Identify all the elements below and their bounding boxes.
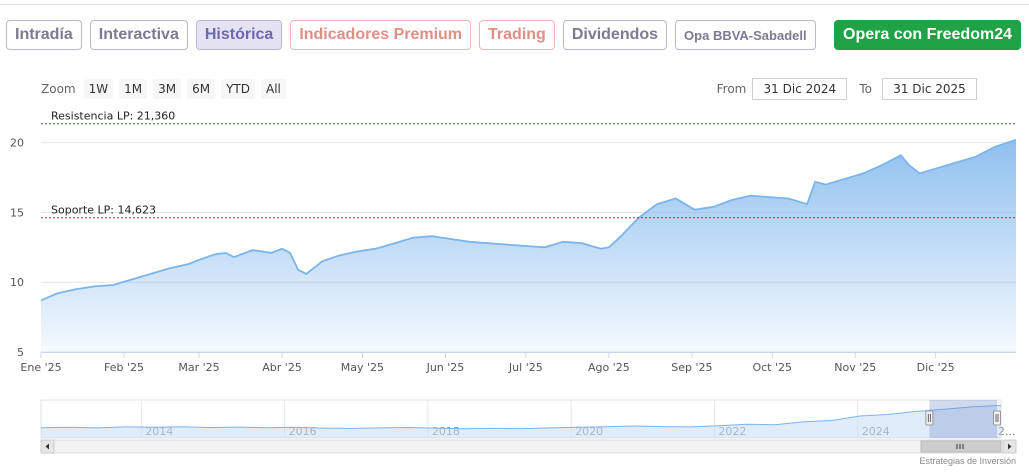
from-label: From bbox=[716, 81, 747, 96]
x-tick-label-11: Dic '25 bbox=[917, 361, 955, 374]
to-date-input[interactable] bbox=[882, 77, 977, 100]
x-tick-label-10: Nov '25 bbox=[834, 361, 876, 374]
scrollbar-track[interactable] bbox=[40, 439, 1017, 454]
y-tick-label-1: 10 bbox=[10, 276, 24, 289]
scrollbar-thumb[interactable] bbox=[920, 440, 1002, 453]
navigator-line bbox=[40, 404, 1002, 430]
zoom-button-3[interactable]: 6M bbox=[187, 79, 216, 99]
y-tick-label-2: 15 bbox=[10, 206, 24, 219]
zoom-button-5[interactable]: All bbox=[261, 79, 286, 99]
x-tick-label-1: Feb '25 bbox=[104, 361, 144, 374]
chart-tabs: Intradía Interactiva Histórica Indicadores … bbox=[6, 20, 1021, 50]
tab-1[interactable]: Interactiva bbox=[89, 20, 188, 50]
tab-3[interactable]: Indicadores Premium bbox=[290, 20, 472, 50]
zoom-label: Zoom bbox=[41, 82, 76, 96]
credit-text: Estrategias de Inversión bbox=[919, 456, 1016, 466]
tab-2[interactable]: Histórica bbox=[195, 20, 283, 50]
tab-6[interactable]: Opa BBVA-Sabadell bbox=[675, 20, 816, 50]
zoom-controls: Zoom 1W 1M 3M 6M YTD All bbox=[41, 78, 286, 100]
tab-7[interactable]: Opera con Freedom24 bbox=[834, 20, 1021, 50]
y-tick-label-3: 20 bbox=[10, 137, 24, 150]
annotation-label-0: Resistencia LP: 21,360 bbox=[51, 110, 175, 123]
zoom-button-1[interactable]: 1M bbox=[119, 79, 148, 99]
top-divider bbox=[0, 4, 1029, 5]
scrollbar-left-arrow-icon bbox=[45, 443, 49, 450]
navigator-year-label-6: 2... bbox=[998, 425, 1016, 438]
navigator-selection[interactable] bbox=[929, 400, 997, 438]
to-label: To bbox=[859, 81, 872, 96]
x-tick-label-9: Oct '25 bbox=[752, 361, 792, 374]
zoom-button-group: 1W 1M 3M 6M YTD All bbox=[83, 79, 286, 99]
zoom-button-0[interactable]: 1W bbox=[83, 79, 114, 99]
price-area bbox=[41, 139, 1016, 352]
x-tick-label-5: Jun '25 bbox=[426, 361, 465, 374]
zoom-button-2[interactable]: 3M bbox=[153, 79, 182, 99]
x-tick-label-4: May '25 bbox=[341, 361, 384, 374]
tab-5[interactable]: Dividendos bbox=[562, 20, 668, 50]
x-tick-label-0: Ene '25 bbox=[20, 361, 61, 374]
navigator-handle-0[interactable] bbox=[925, 410, 934, 426]
x-tick-label-2: Mar '25 bbox=[178, 361, 219, 374]
from-date-input[interactable] bbox=[752, 77, 848, 100]
zoom-button-4[interactable]: YTD bbox=[221, 79, 255, 99]
x-tick-label-7: Ago '25 bbox=[588, 361, 630, 374]
x-tick-label-6: Jul '25 bbox=[508, 361, 543, 374]
price-line bbox=[40, 139, 1017, 302]
y-tick-label-0: 5 bbox=[17, 346, 24, 359]
x-tick-label-3: Abr '25 bbox=[262, 361, 302, 374]
date-range: From To bbox=[717, 77, 977, 100]
scrollbar-right-arrow-icon bbox=[1008, 443, 1012, 450]
x-tick-label-8: Sep '25 bbox=[671, 361, 712, 374]
navigator-handle-1[interactable] bbox=[993, 410, 1001, 426]
tab-0[interactable]: Intradía bbox=[6, 20, 82, 50]
tab-4[interactable]: Trading bbox=[479, 20, 555, 50]
navigator-area bbox=[41, 405, 1001, 438]
annotation-label-1: Soporte LP: 14,623 bbox=[51, 204, 156, 217]
